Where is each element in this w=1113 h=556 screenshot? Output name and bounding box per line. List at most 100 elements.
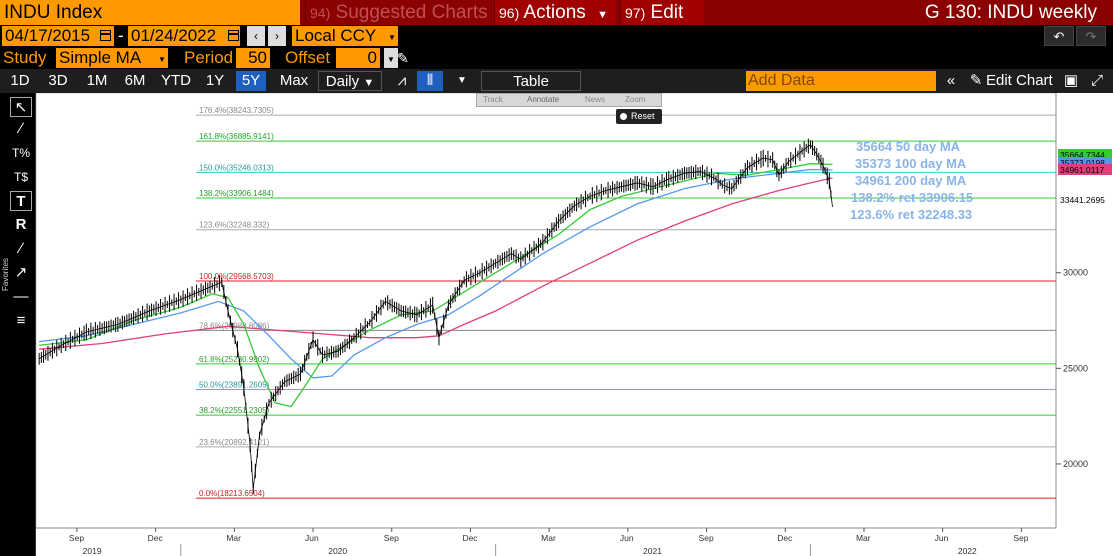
offset-input[interactable]: 0 [336,48,380,68]
period-row: 1D 3D 1M 6M YTD 1Y 5Y Max Daily ▼ ⩘ ⫴ ▼ … [0,69,1113,93]
news-button[interactable]: News [585,95,606,104]
redo-button[interactable]: ↷ [1076,26,1106,46]
title-bar: INDU Index 94) Suggested Charts 96) Acti… [0,0,1113,47]
chevron-down-icon: ▼ [363,77,375,89]
reset-label: Reset [631,111,655,121]
suggested-charts-button[interactable]: 94) Suggested Charts [305,0,490,25]
bar-chart-icon[interactable]: ⫴ [417,71,443,91]
end-date-value: 01/24/2022 [131,26,217,45]
dollar-tool-icon[interactable]: T$ [13,170,28,184]
annotate-button[interactable]: Annotate [527,95,560,104]
track-button[interactable]: Track [483,95,503,104]
chart-panel[interactable]: 176.4%(38243.7305) 161.8%(36885.9141) 150.… [35,92,1113,556]
price-label: 35664.7344 [1060,150,1105,160]
chart-settings-icon[interactable]: ▣ [1060,71,1082,91]
x-year-label: 2022 [958,546,977,556]
fib-level-label: 100.0%(29568.5703) [199,272,274,281]
currency-value: Local CCY [295,26,377,45]
period-button-max[interactable]: Max [276,71,312,91]
legend-ret-138: 138.2% ret 33906.15 [851,190,974,205]
offset-value: 0 [367,48,377,67]
y-tick-label: 30000 [1063,268,1088,278]
ma200-line [39,177,833,350]
calendar-icon[interactable] [228,30,239,41]
period-button-1m[interactable]: 1M [82,71,112,91]
price-label-box [1058,164,1112,175]
currency-dropdown[interactable]: ▼ [386,26,398,46]
actions-menu[interactable]: 96) Actions ▼ [494,0,616,25]
favorites-tab[interactable]: Favorites [1,258,10,291]
frequency-value: Daily [325,73,360,90]
edit-chart-icon[interactable]: ✎ [966,71,986,91]
calendar-icon[interactable] [100,30,111,41]
cursor-icon[interactable]: ↖ [10,97,32,117]
fib-level-label: 23.6%(20892.4121) [199,438,270,447]
study-type-value: Simple MA [59,48,142,67]
frequency-select[interactable]: Daily ▼ [318,71,382,91]
trendline-icon[interactable]: ∕ [19,240,23,257]
x-tick-label: Sep [699,533,714,543]
draw-line-icon[interactable]: ∕ [19,120,23,137]
period-button-1d[interactable]: 1D [6,71,34,91]
period-button-ytd[interactable]: YTD [158,71,194,91]
table-button[interactable]: Table [481,71,581,91]
study-type-dropdown[interactable]: ▼ [156,48,168,68]
channel-icon[interactable]: ≡ [16,312,26,329]
fib-level-label: 150.0%(35246.0313) [199,163,274,172]
period-label: Period [184,48,234,67]
legend-ma50: 35664 50 day MA [856,139,961,154]
expand-icon[interactable]: ⤢ [1086,71,1108,91]
fib-level-label: 123.6%(32248.332) [199,221,270,230]
price-label: 35373.0198 [1060,158,1105,168]
horizontal-line-icon[interactable]: — [13,288,29,305]
undo-icon: ↶ [1053,29,1065,44]
reset-button[interactable]: Reset [616,109,662,124]
x-year-label: 2019 [83,546,102,556]
ma100-line [39,168,833,379]
end-date-field[interactable]: 01/24/2022 [128,26,240,46]
percent-tool-icon[interactable]: T% [12,146,30,160]
prev-period-button[interactable]: ‹ [247,26,265,46]
zoom-button[interactable]: Zoom [625,95,646,104]
study-row: Study Simple MA ▼ Period 50 Offset 0 ▼ ✎ [0,47,1113,69]
y-tick-label: 20000 [1063,459,1088,469]
line-chart-icon[interactable]: ⩘ [390,71,414,91]
edit-chart-button[interactable]: Edit Chart [986,71,1056,91]
add-data-input[interactable]: Add Data [746,71,936,91]
study-options-dropdown[interactable]: ▼ [384,48,398,68]
chevron-down-icon: ▼ [158,55,166,64]
y-tick-label: 25000 [1063,363,1088,373]
undo-button[interactable]: ↶ [1044,26,1074,46]
price-label-box [1058,194,1112,205]
pencil-icon[interactable]: ✎ [397,50,409,66]
period-button-3d[interactable]: 3D [42,71,74,91]
fib-level-label: 78.6%(26988.8086) [199,321,270,330]
chart-type-dropdown[interactable]: ▼ [452,71,472,91]
edit-label: Edit [650,2,684,23]
study-label: Study [3,48,47,67]
currency-select[interactable]: Local CCY [292,26,398,46]
x-tick-label: Mar [226,533,241,543]
date-row: 04/17/2015 - 01/24/2022 ‹ › Local CCY ▼ … [0,25,1113,47]
retracement-icon[interactable]: R [15,216,27,233]
collapse-icon[interactable]: « [940,71,962,91]
ticker-field[interactable]: INDU Index [0,0,300,25]
price-chart[interactable]: 176.4%(38243.7305) 161.8%(36885.9141) 150.… [35,92,1113,556]
next-period-button[interactable]: › [268,26,286,46]
start-date-field[interactable]: 04/17/2015 [2,26,114,46]
period-button-1y[interactable]: 1Y [200,71,230,91]
x-tick-label: Dec [777,533,793,543]
period-button-5y[interactable]: 5Y [236,71,266,91]
period-button-6m[interactable]: 6M [120,71,150,91]
actions-caret-icon: ▼ [597,9,608,21]
ray-icon[interactable]: ↗ [14,264,28,281]
fib-level-label: 61.8%(25230.9902) [199,355,270,364]
legend-ma100: 35373 100 day MA [855,156,967,171]
text-tool-icon[interactable]: T [10,191,32,211]
period-value: 50 [248,48,267,67]
fib-level-label: 138.2%(33906.1484) [199,189,274,198]
x-tick-label: Mar [856,533,871,543]
study-type-select[interactable]: Simple MA [56,48,168,68]
period-input[interactable]: 50 [236,48,270,68]
edit-menu[interactable]: 97) Edit ▼ [620,0,704,47]
